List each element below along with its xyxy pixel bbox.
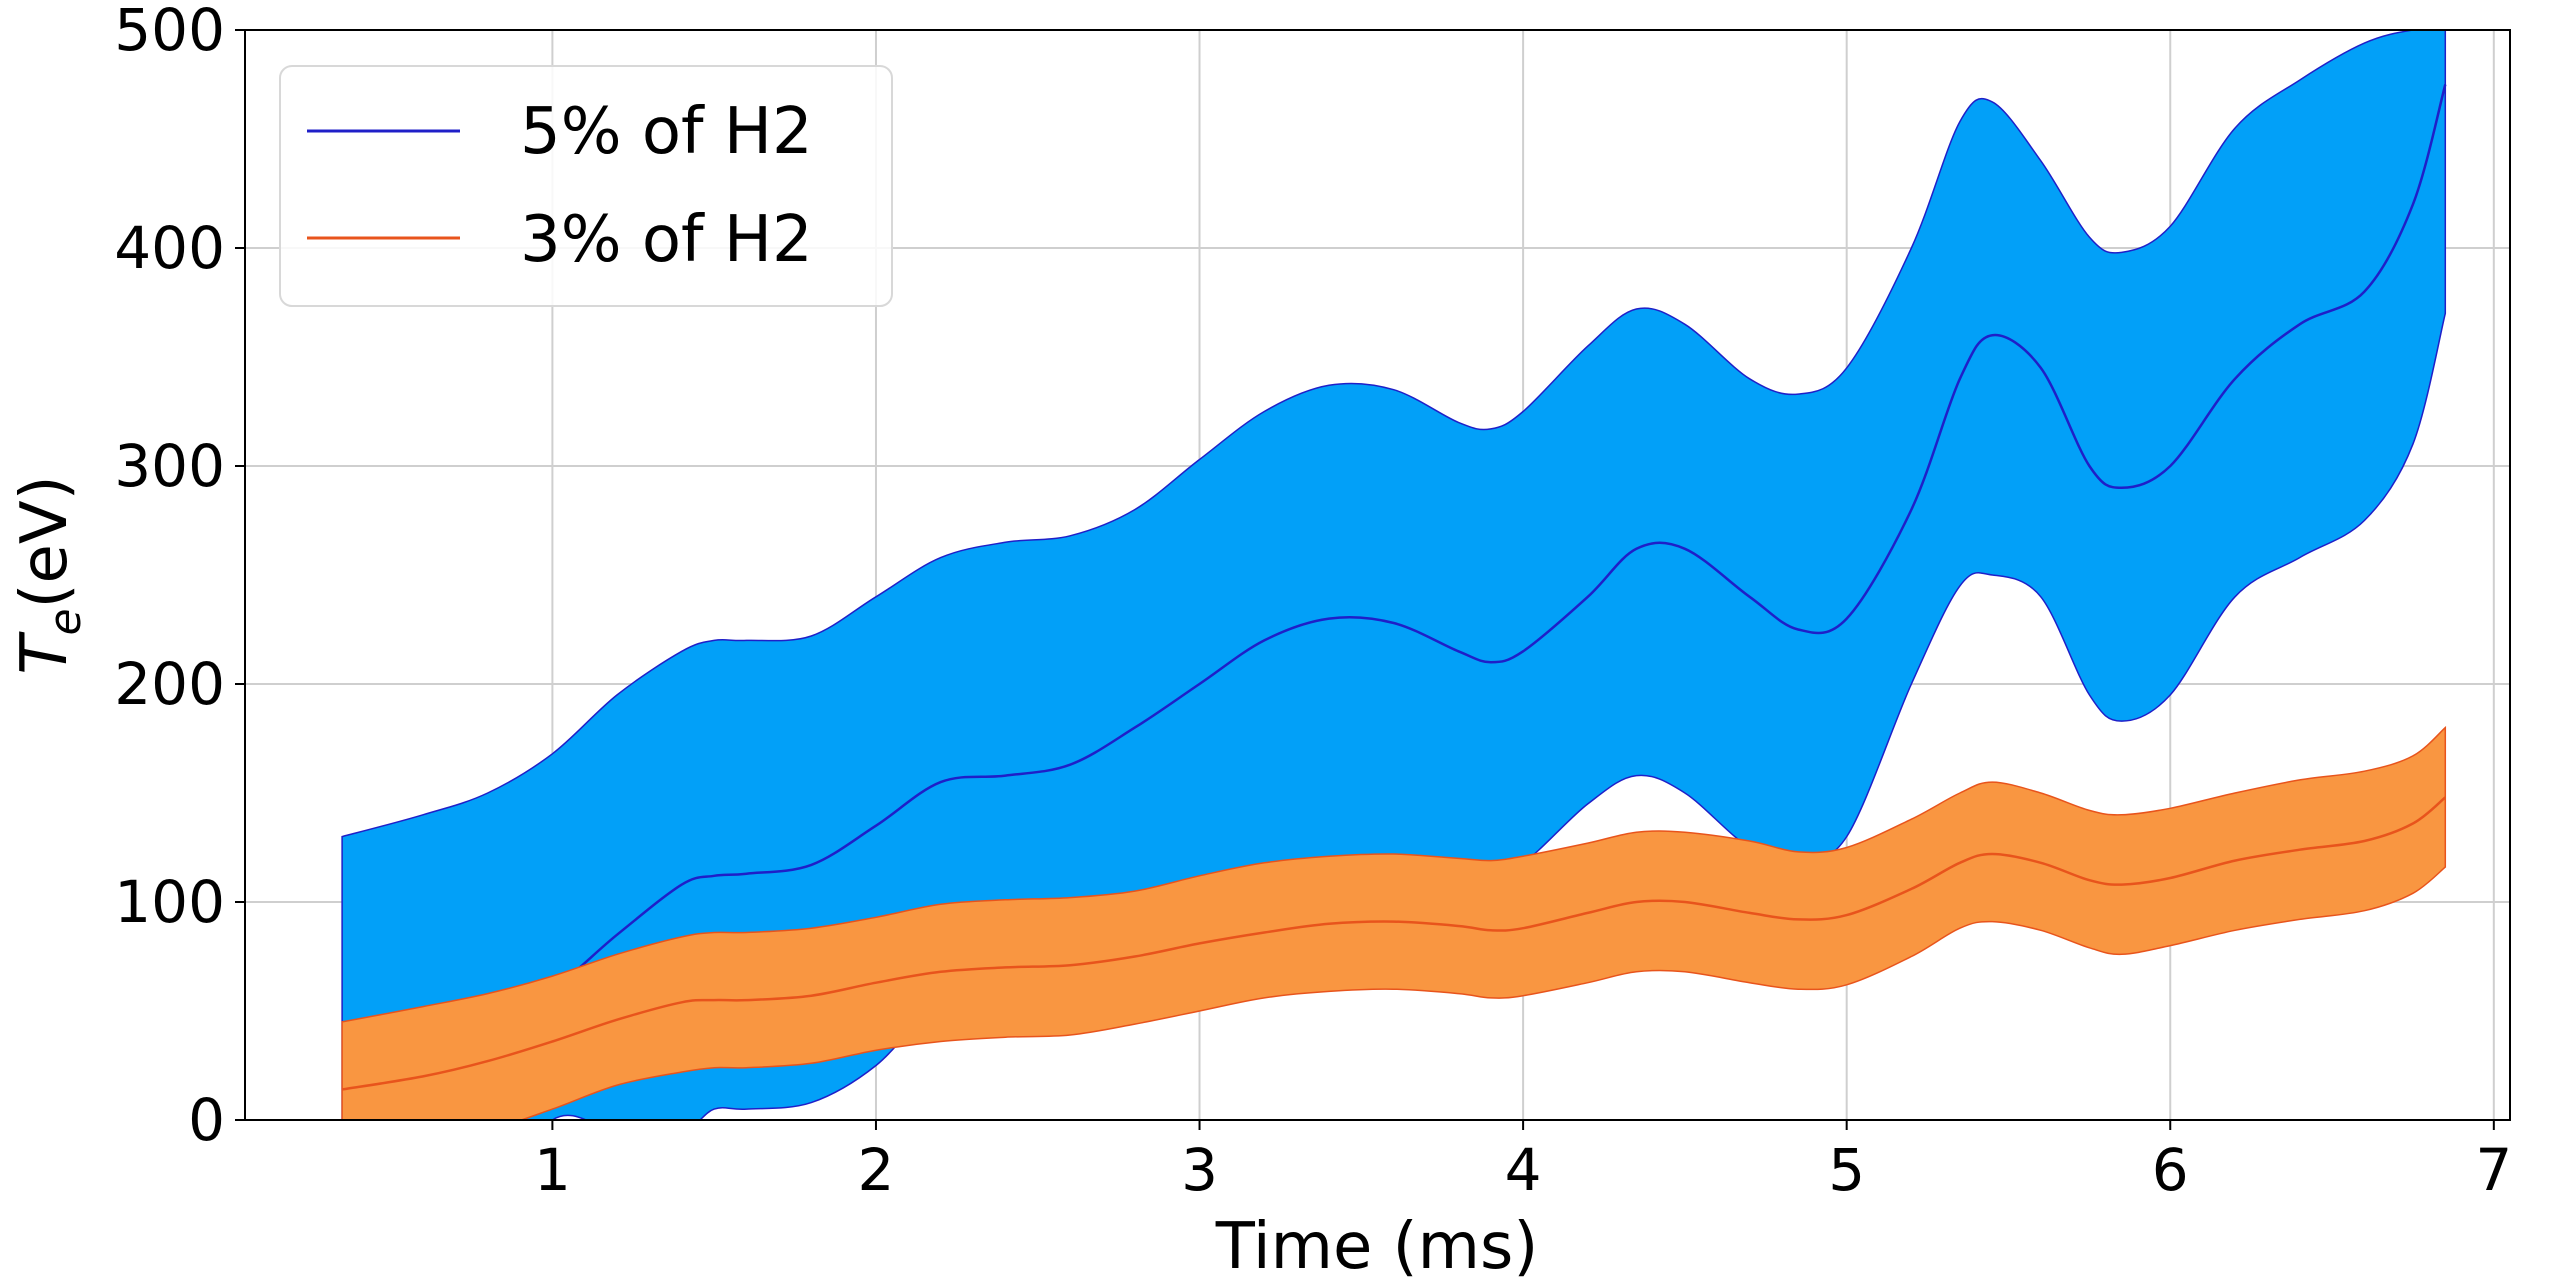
x-tick-label: 7: [2475, 1136, 2512, 1204]
y-tick-label: 300: [114, 432, 225, 500]
x-tick-label: 1: [534, 1136, 571, 1204]
y-tick-label: 100: [114, 868, 225, 936]
legend-label-series-2: 3% of H2: [520, 203, 813, 277]
x-tick-label: 4: [1505, 1136, 1542, 1204]
legend-label-series-1: 5% of H2: [520, 95, 813, 169]
series-2-mean-line: [341, 796, 2447, 1091]
x-tick-label: 6: [2152, 1136, 2189, 1204]
x-axis-title: Time (ms): [1215, 1210, 1539, 1284]
y-axis-title-rest: (eV): [8, 475, 82, 608]
x-tick-label: 2: [858, 1136, 895, 1204]
y-axis-title-main: T: [8, 631, 82, 675]
plot-area: [341, 30, 2447, 1120]
y-tick-label: 500: [114, 0, 225, 64]
y-tick-label: 0: [188, 1086, 225, 1154]
y-axis-title: Te(eV): [8, 475, 91, 674]
legend-box: [279, 65, 893, 307]
x-tick-label: 3: [1181, 1136, 1218, 1204]
y-axis-title-sub: e: [40, 608, 91, 635]
y-tick-label: 400: [114, 214, 225, 282]
legend: 5% of H2 3% of H2: [279, 65, 893, 307]
y-tick-label: 200: [114, 650, 225, 718]
series-1-mean-line: [341, 84, 2447, 1074]
axis-ticks: 1 2 3 4 5 6 7 0 100 200 300 400 500: [114, 0, 2512, 1204]
x-tick-label: 5: [1828, 1136, 1865, 1204]
series-2-uncertainty-band: [341, 725, 2447, 1120]
plot-frame: [244, 29, 2511, 1121]
